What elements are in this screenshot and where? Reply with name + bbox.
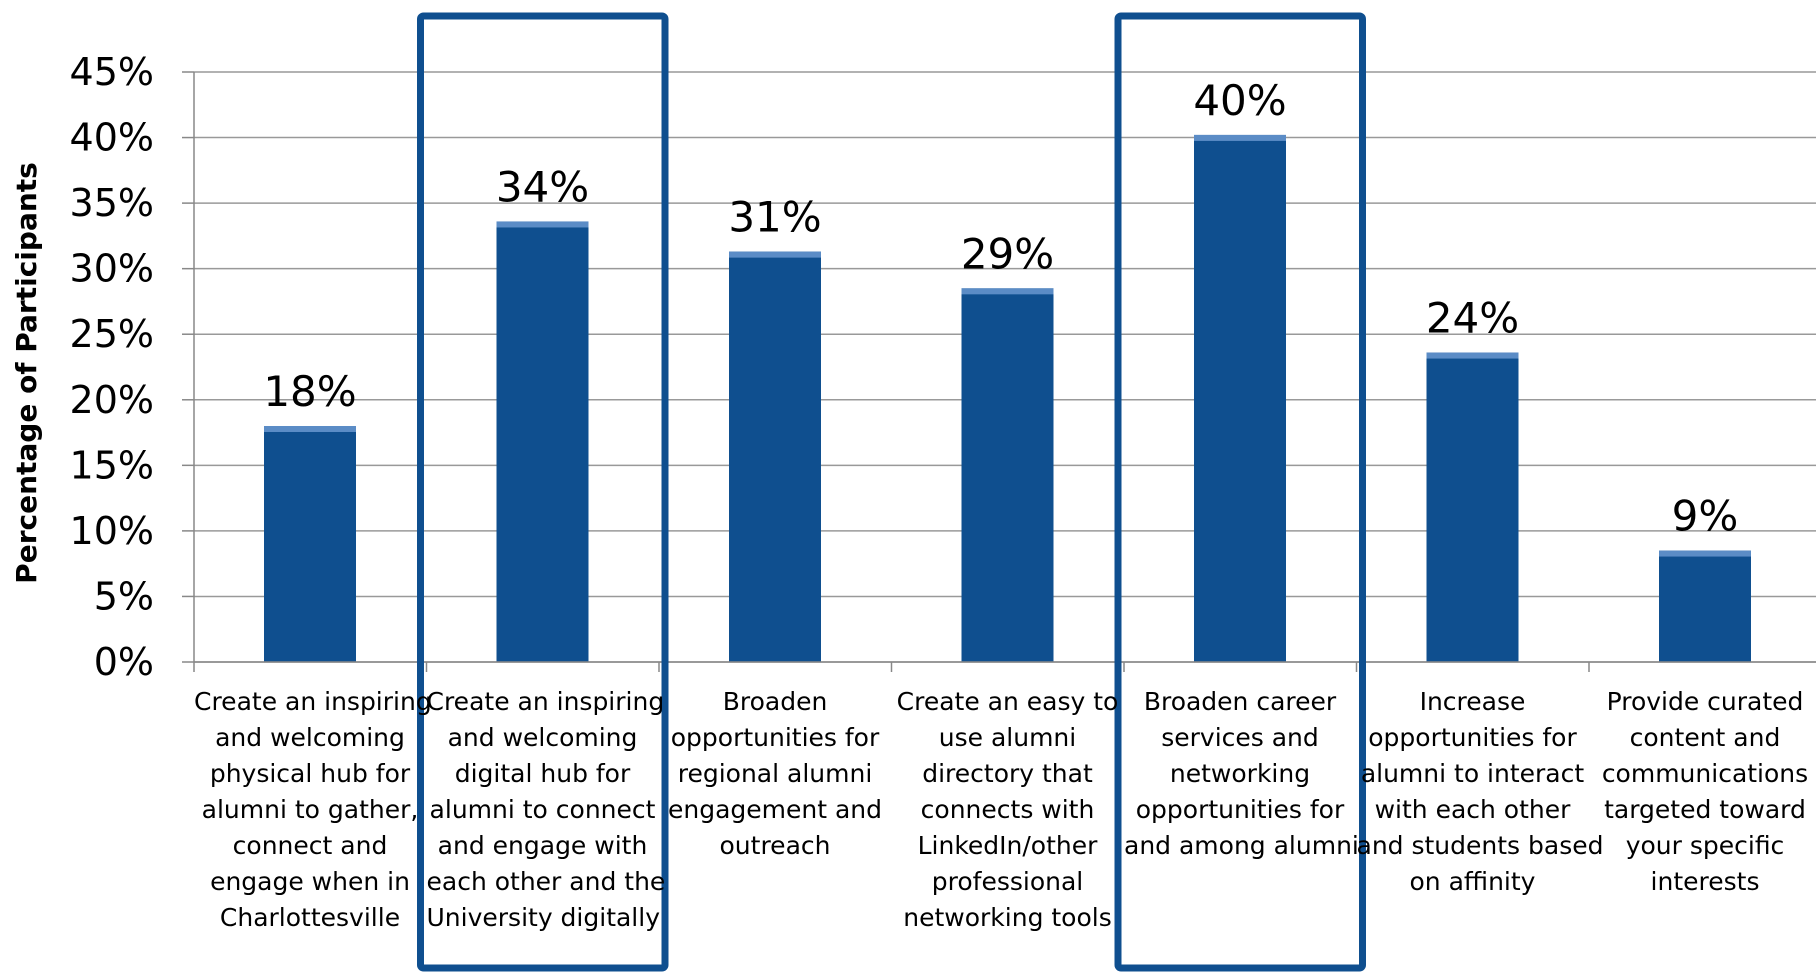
bar bbox=[1426, 352, 1519, 662]
bar bbox=[961, 288, 1054, 662]
x-tick-label-line: opportunities for bbox=[670, 723, 880, 752]
data-label: 34% bbox=[496, 162, 589, 211]
y-tick-label: 10% bbox=[70, 509, 154, 553]
bar-top-highlight bbox=[1659, 550, 1751, 557]
x-tick-label-line: outreach bbox=[719, 831, 831, 860]
x-tick-label-line: connects with bbox=[920, 795, 1095, 824]
x-tick-label-line: content and bbox=[1629, 723, 1781, 752]
x-axis bbox=[193, 72, 1816, 672]
x-tick-label-line: on affinity bbox=[1409, 867, 1536, 896]
x-tick-label-line: services and bbox=[1161, 723, 1319, 752]
y-tick-label: 40% bbox=[70, 116, 154, 160]
y-axis-ticks: 0% 5% 10% 15% 20% 25% 30% 35% 40% 45% bbox=[70, 50, 194, 684]
x-tick-label-line: and among alumni bbox=[1124, 831, 1359, 860]
bar bbox=[264, 426, 356, 662]
x-tick-label-line: Increase bbox=[1419, 687, 1526, 716]
x-tick-label-line: and welcoming bbox=[215, 723, 405, 752]
x-tick-label-line: opportunities for bbox=[1368, 723, 1577, 752]
data-labels: 18% 34% 31% 29% 40% 24% 9% bbox=[263, 76, 1738, 541]
x-tick-label-line: with each other bbox=[1374, 795, 1571, 824]
highlight-box bbox=[1114, 12, 1366, 972]
x-tick-label-line: each other and the bbox=[426, 867, 666, 896]
x-tick-label-line: use alumni bbox=[938, 723, 1077, 752]
bar bbox=[1194, 134, 1286, 662]
x-tick-label-line: professional bbox=[931, 867, 1084, 896]
data-label: 18% bbox=[263, 367, 356, 416]
y-tick-label: 0% bbox=[94, 640, 154, 684]
x-tick-label-line: your specific bbox=[1625, 831, 1785, 860]
x-tick-label-line: Create an inspiring bbox=[426, 687, 665, 716]
bar bbox=[729, 251, 821, 662]
y-tick-label: 30% bbox=[70, 247, 154, 291]
bar-top-highlight bbox=[961, 288, 1054, 295]
x-tick-label-line: and engage with bbox=[437, 831, 648, 860]
bar-top-highlight bbox=[264, 426, 356, 432]
x-tick-label-line: alumni to gather, bbox=[201, 795, 419, 824]
highlight-box bbox=[417, 12, 669, 972]
x-tick-label: Create an inspiring and welcoming digital … bbox=[426, 684, 666, 936]
x-tick-label-line: digital hub for bbox=[454, 759, 631, 788]
x-tick-label-line: and welcoming bbox=[447, 723, 638, 752]
x-tick-label-line: targeted toward bbox=[1604, 795, 1806, 824]
bar-top-highlight bbox=[729, 251, 821, 258]
bar-top-highlight bbox=[1194, 134, 1286, 141]
x-tick-label-line: networking bbox=[1169, 759, 1311, 788]
x-tick-label: Broaden opportunities for regional alumni e… bbox=[659, 684, 891, 864]
x-tick-label: Create an easy to use alumni directory tha… bbox=[892, 684, 1124, 936]
data-label: 40% bbox=[1193, 76, 1286, 125]
bar-top-highlight bbox=[496, 221, 589, 228]
x-tick-label-line: Create an inspiring bbox=[194, 687, 432, 716]
x-tick-label-line: Provide curated bbox=[1606, 687, 1804, 716]
x-tick-label-line: engagement and bbox=[667, 795, 883, 824]
x-tick-label: Create an inspiring and welcoming physical… bbox=[194, 684, 432, 936]
x-tick-label-line: Charlottesville bbox=[219, 903, 401, 932]
x-tick-label-line: alumni to connect bbox=[429, 795, 656, 824]
x-tick-label-line: networking tools bbox=[903, 903, 1112, 932]
x-tick-label-line: University digitally bbox=[426, 903, 661, 932]
y-tick-label: 25% bbox=[70, 312, 154, 356]
y-tick-label: 35% bbox=[70, 181, 154, 225]
data-label: 31% bbox=[728, 193, 821, 242]
x-tick-label-line: Create an easy to bbox=[896, 687, 1119, 716]
data-label: 9% bbox=[1672, 492, 1739, 541]
x-tick-label-line: and students based bbox=[1356, 831, 1604, 860]
bar-top-highlight bbox=[1426, 352, 1519, 359]
y-tick-label: 20% bbox=[70, 378, 154, 422]
x-tick-label-line: communications bbox=[1601, 759, 1809, 788]
y-axis-title: Percentage of Participants bbox=[10, 162, 43, 584]
x-tick-label-line: directory that bbox=[922, 759, 1093, 788]
y-tick-label: 5% bbox=[94, 574, 154, 618]
x-tick-label-line: LinkedIn/other bbox=[917, 831, 1098, 860]
bars bbox=[264, 134, 1751, 662]
x-tick-label-line: connect and bbox=[232, 831, 388, 860]
x-tick-label-line: alumni to interact bbox=[1360, 759, 1585, 788]
x-tick-label-line: interests bbox=[1650, 867, 1760, 896]
x-tick-label: Broaden career services and networking oppo… bbox=[1124, 684, 1359, 864]
x-tick-label-line: Broaden bbox=[722, 687, 828, 716]
x-tick-label-line: Broaden career bbox=[1143, 687, 1337, 716]
x-tick-label-line: regional alumni bbox=[677, 759, 873, 788]
data-label: 24% bbox=[1426, 294, 1519, 343]
x-tick-label-line: engage when in bbox=[210, 867, 410, 896]
x-tick-label: Increase opportunities for alumni to inter… bbox=[1356, 684, 1604, 900]
y-tick-label: 45% bbox=[70, 50, 154, 94]
bar bbox=[1659, 550, 1751, 662]
highlight-boxes bbox=[417, 12, 1366, 972]
x-tick-label: Provide curated content and communications… bbox=[1589, 684, 1816, 900]
x-tick-label-line: opportunities for bbox=[1135, 795, 1345, 824]
y-tick-label: 15% bbox=[70, 443, 154, 487]
data-label: 29% bbox=[961, 229, 1054, 278]
bar bbox=[496, 221, 589, 662]
x-tick-label-line: physical hub for bbox=[209, 759, 411, 788]
